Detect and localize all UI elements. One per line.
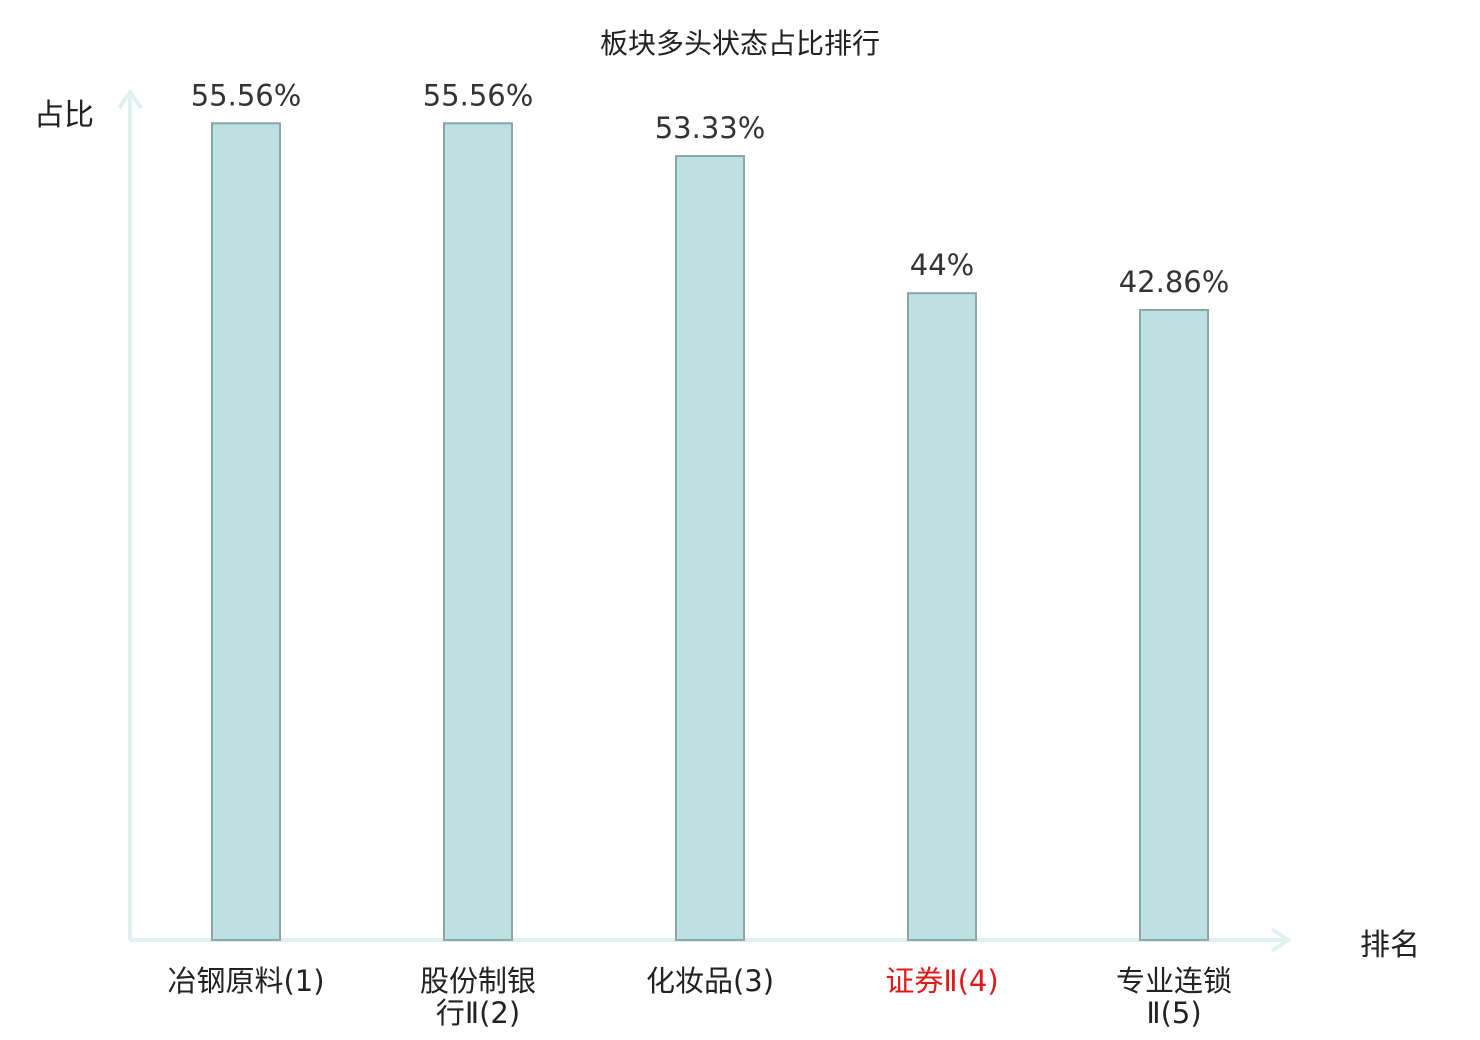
x-axis-arrow — [1270, 927, 1292, 953]
bar — [1139, 308, 1209, 941]
x-tick-label: 化妆品(3) — [645, 964, 775, 998]
bars — [211, 122, 1209, 941]
y-axis-label: 占比 — [34, 98, 94, 133]
bar-value-label: 55.56% — [423, 78, 534, 112]
bar — [211, 122, 281, 941]
bar — [907, 292, 977, 941]
x-axis-label: 排名 — [1360, 928, 1420, 963]
bar-value-label: 55.56% — [191, 78, 302, 112]
value-labels: 55.56% 55.56% 53.33% 44% 42.86% — [191, 78, 1230, 299]
bar-value-label: 53.33% — [655, 111, 766, 145]
chart-title: 板块多头状态占比排行 — [599, 27, 880, 60]
x-tick-label: 专业连锁 Ⅱ(5) — [1115, 964, 1232, 1030]
bar — [675, 155, 745, 941]
bar — [443, 122, 513, 941]
bar-value-label: 42.86% — [1119, 265, 1230, 299]
bar-value-label: 44% — [910, 248, 974, 282]
x-tick-label: 冶钢原料(1) — [167, 964, 325, 998]
x-tick-label: 证券Ⅱ(4) — [885, 964, 999, 998]
y-axis-arrow — [117, 88, 143, 110]
x-tick-label: 股份制银 行Ⅱ(2) — [419, 964, 536, 1030]
